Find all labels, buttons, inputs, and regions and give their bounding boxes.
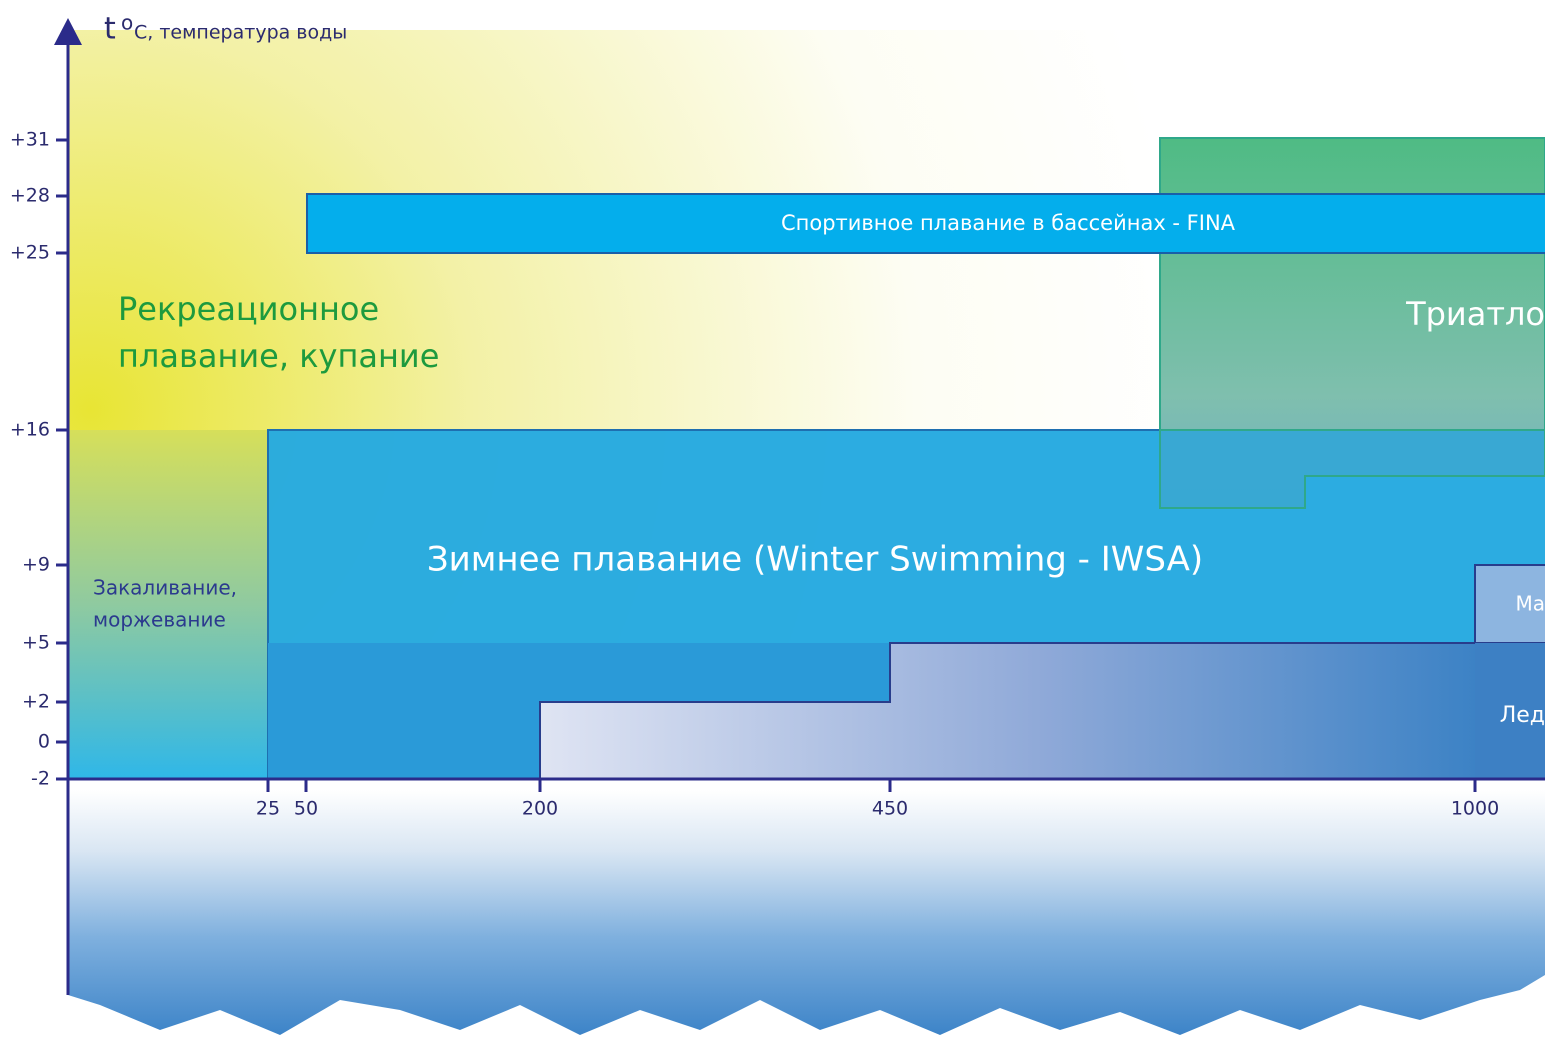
ice-zone: [539, 642, 1545, 780]
y-tick-label: -2: [31, 768, 50, 790]
zone-label: Лед: [1500, 703, 1545, 728]
y-tick-label: +9: [22, 554, 50, 576]
x-tick-label: 25: [256, 798, 280, 820]
x-tick-label: 200: [522, 798, 558, 820]
zone-label: Ма: [1515, 592, 1545, 616]
ice-floor: [68, 790, 1545, 1035]
zone-label: плавание, купание: [118, 337, 439, 375]
y-tick-label: +31: [10, 129, 50, 151]
zone-label: Спортивное плавание в бассейнах - FINA: [781, 211, 1236, 235]
x-tick-label: 50: [294, 798, 318, 820]
zone-label: Закаливание,: [93, 576, 237, 600]
y-tick-label: +2: [22, 691, 50, 713]
x-tick-label: 1000: [1451, 798, 1499, 820]
axis-title-symbol: t: [104, 12, 116, 47]
cold-background: [68, 430, 268, 779]
x-tick-label: 450: [872, 798, 908, 820]
ice-swim-zone: [1475, 643, 1545, 779]
y-tick-label: +16: [10, 419, 50, 441]
axis-title-text: C, температура воды: [134, 22, 347, 44]
zone-label: Триатло: [1405, 295, 1545, 333]
y-tick-label: +25: [10, 242, 50, 264]
axis-title-degree: o: [121, 11, 133, 35]
x-ticks: 25 50 200 450 1000: [256, 779, 1499, 820]
y-tick-label: +28: [10, 185, 50, 207]
triathlon-overlap: [1159, 429, 1545, 509]
zone-label: Рекреационное: [118, 290, 379, 328]
y-axis-arrow: [54, 18, 82, 45]
zone-label: моржевание: [93, 608, 226, 632]
y-ticks: +31 +28 +25 +16 +9 +5 +2 0 -2: [10, 129, 68, 790]
y-tick-label: +5: [22, 632, 50, 654]
y-tick-label: 0: [38, 731, 50, 753]
zone-label: Зимнее плавание (Winter Swimming - IWSA): [427, 540, 1203, 580]
fina-zone: [306, 193, 1545, 254]
